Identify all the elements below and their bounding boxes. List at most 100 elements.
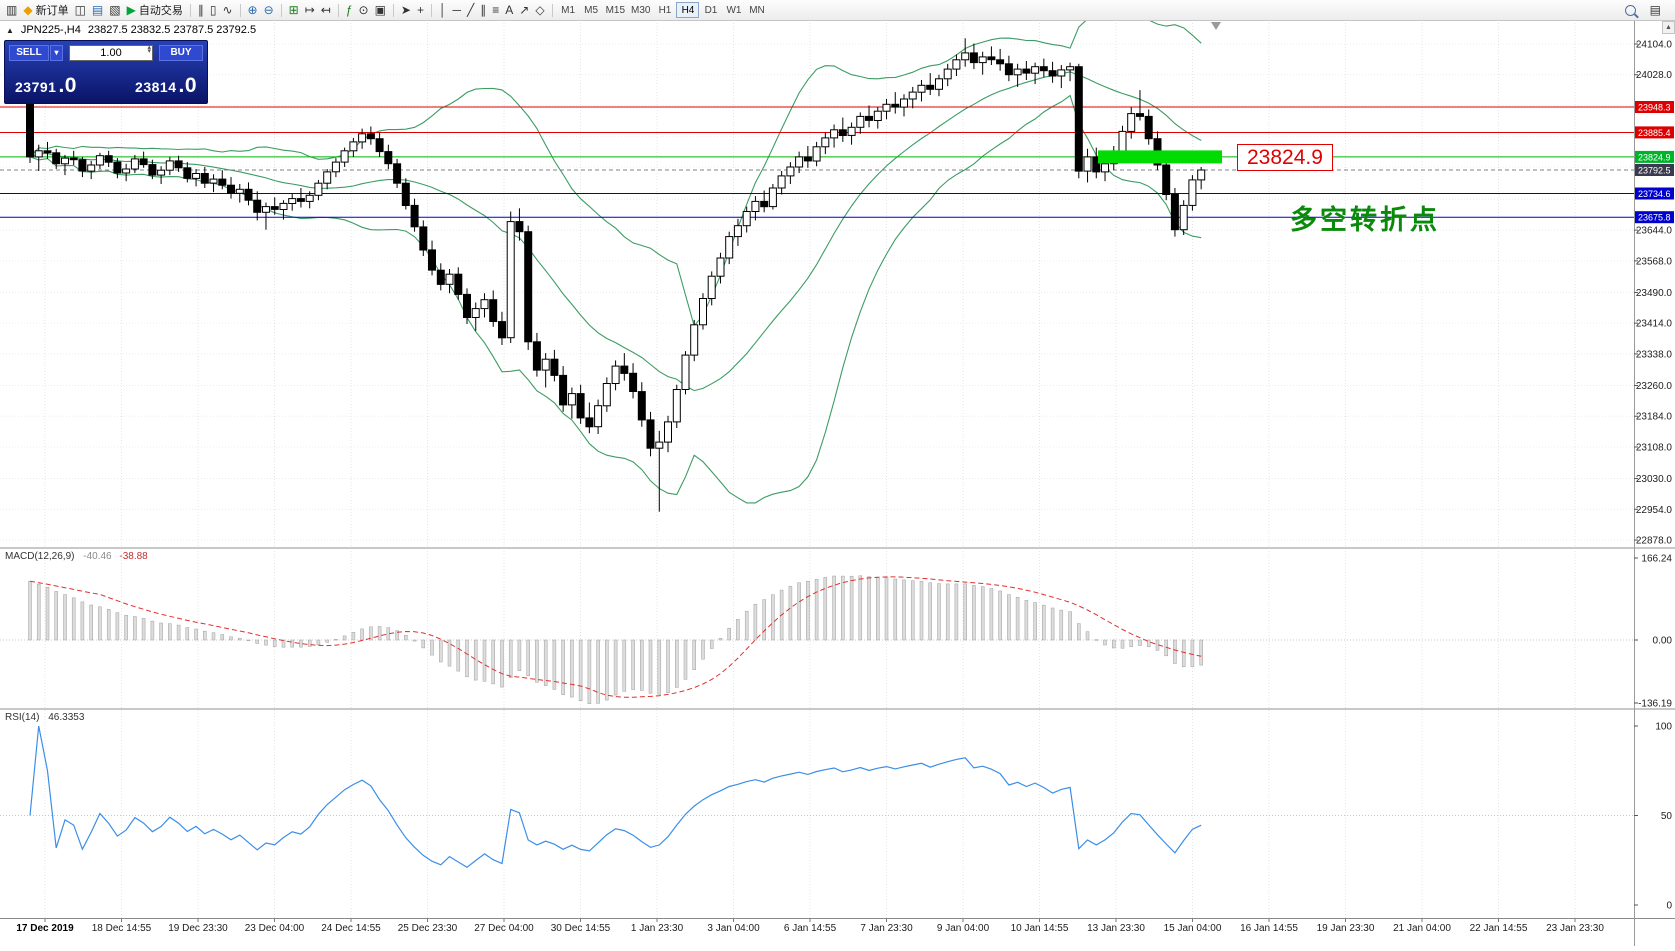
macd-histogram-bar — [876, 576, 880, 641]
macd-histogram-bar — [998, 590, 1002, 641]
macd-name: MACD(12,26,9) — [5, 551, 75, 562]
volume-input[interactable]: 1.00 ▴ ▾ — [69, 43, 153, 61]
timeframe-m15-button[interactable]: M15 — [603, 2, 628, 18]
trendline-icon: ╱ — [467, 3, 475, 17]
price-annotation-label[interactable]: 23824.9 — [1237, 144, 1333, 171]
timeframe-d1-button[interactable]: D1 — [699, 2, 722, 18]
horizontal-line-button[interactable]: ─ — [450, 1, 465, 19]
candle — [803, 156, 812, 162]
sell-dropdown[interactable]: SELL — [9, 44, 49, 61]
candle — [279, 202, 288, 210]
pane-divider[interactable] — [0, 547, 1675, 549]
search-button[interactable] — [1622, 1, 1639, 19]
zoom-in-button[interactable]: ⊕ — [245, 1, 261, 19]
macd-histogram-bar — [718, 638, 723, 641]
timeframe-h1-button[interactable]: H1 — [653, 2, 676, 18]
macd-histogram-bar — [395, 630, 399, 641]
rsi-value: 46.3353 — [48, 712, 85, 723]
timeframe-w1-button[interactable]: W1 — [722, 2, 745, 18]
arrows-button[interactable]: ↗ — [516, 1, 532, 19]
crosshair-button[interactable]: + — [414, 1, 427, 19]
chart-shift-marker[interactable] — [1211, 22, 1221, 30]
candlestick-chart-button[interactable]: ▯ — [207, 1, 220, 19]
zoom-out-button[interactable]: ⊖ — [261, 1, 277, 19]
volume-spinner[interactable]: ▴ ▾ — [147, 43, 151, 55]
bar-chart-button[interactable]: ∥ — [195, 1, 207, 19]
journal-button[interactable]: ▤ — [1647, 1, 1664, 19]
panel-collapse-icon[interactable]: ▲ — [6, 25, 14, 35]
candle — [288, 198, 297, 205]
chevron-down-icon[interactable]: ▾ — [50, 44, 63, 61]
channel-button[interactable]: ∥ — [477, 1, 489, 19]
fibonacci-button[interactable]: ≡ — [489, 1, 502, 19]
trendline-button[interactable]: ╱ — [464, 1, 477, 19]
macd-histogram-bar — [98, 606, 102, 641]
text-icon: A — [505, 3, 514, 17]
macd-histogram-bar — [963, 583, 967, 641]
candle — [541, 358, 550, 371]
zoom-in-icon: ⊕ — [247, 3, 258, 17]
time-axis-label: 13 Jan 23:30 — [1087, 923, 1145, 934]
periods-button[interactable]: ⊙ — [356, 1, 372, 19]
time-axis-label: 6 Jan 14:55 — [784, 923, 837, 934]
macd-signal-value: -38.88 — [119, 551, 148, 562]
macd-histogram-bar — [587, 639, 592, 704]
line-chart-button[interactable]: ∿ — [219, 1, 235, 19]
price-badge-label: 23792.5 — [1638, 166, 1671, 176]
timeframe-mn-button[interactable]: MN — [745, 2, 768, 18]
turning-point-annotation[interactable]: 多空转折点 — [1290, 205, 1440, 235]
candle — [43, 150, 52, 154]
auto-scroll-button[interactable]: ↦ — [302, 1, 318, 19]
buy-dropdown[interactable]: BUY — [159, 44, 203, 61]
cursor-button[interactable]: ➤ — [398, 1, 414, 19]
sell-button[interactable]: 23791.0 — [15, 74, 77, 98]
templates-button[interactable]: ▣ — [372, 1, 389, 19]
text-button[interactable]: A — [502, 1, 516, 19]
candle — [296, 198, 305, 202]
macd-histogram-bar — [439, 639, 443, 663]
candle — [935, 78, 943, 90]
macd-histogram-bar — [176, 624, 181, 641]
shapes-button[interactable]: ◇ — [532, 1, 547, 19]
candle — [629, 372, 638, 392]
market-watch-button[interactable]: ▤ — [89, 1, 106, 19]
candle — [69, 157, 78, 161]
macd-histogram-bar — [849, 575, 854, 641]
price-badge — [1635, 187, 1674, 200]
timeframe-m1-button[interactable]: M1 — [557, 2, 580, 18]
price-badge-label: 23948.3 — [1638, 103, 1671, 113]
indicators-button[interactable]: ƒ — [343, 1, 356, 19]
rsi-line — [29, 725, 1202, 869]
spinner-down-icon[interactable]: ▾ — [147, 47, 151, 55]
pane-divider[interactable] — [0, 708, 1675, 710]
timeframe-h4-button[interactable]: H4 — [676, 2, 700, 18]
buy-button[interactable]: 23814.0 — [135, 74, 197, 98]
scroll-up-button[interactable]: ▲ — [1662, 21, 1675, 34]
candle — [139, 158, 148, 166]
candlestick-chart-icon: ▯ — [209, 3, 217, 17]
macd-histogram-bar — [814, 578, 819, 641]
chart-shift-button[interactable]: ↤ — [318, 1, 334, 19]
vertical-line-button[interactable]: │ — [436, 1, 450, 19]
timeframe-m5-button[interactable]: M5 — [580, 2, 603, 18]
timeframe-m30-button[interactable]: M30 — [628, 2, 653, 18]
charts-window-button[interactable]: ▥ — [3, 1, 20, 19]
candle — [323, 171, 332, 184]
new-order-button[interactable]: ◆ 新订单 — [20, 1, 71, 19]
channel-icon: ∥ — [480, 3, 487, 17]
grid-button[interactable]: ⊞ — [286, 1, 302, 19]
navigator-button[interactable]: ▧ — [106, 1, 123, 19]
candle — [227, 184, 235, 194]
line-chart-icon: ∿ — [222, 3, 233, 17]
macd-histogram-bar — [631, 639, 635, 690]
candle — [978, 56, 987, 64]
spinner-up-icon[interactable]: ▴ — [147, 43, 151, 51]
autotrading-button[interactable]: ▶ 自动交易 — [124, 1, 186, 19]
macd-histogram-bar — [1094, 639, 1099, 641]
macd-histogram-bar — [823, 577, 828, 641]
highlight-bar-object[interactable] — [1098, 150, 1222, 164]
tile-windows-button[interactable]: ◫ — [72, 1, 89, 19]
macd-histogram-bar — [203, 630, 207, 641]
macd-histogram-bar — [543, 639, 548, 686]
